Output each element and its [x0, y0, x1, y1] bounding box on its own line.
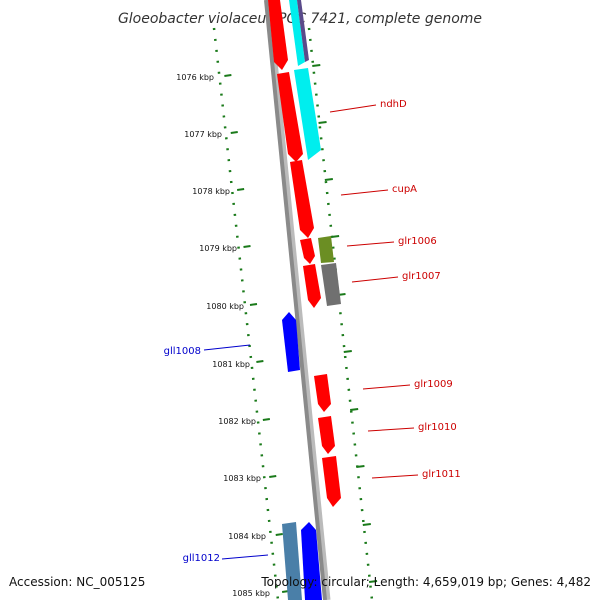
outer-major-tick — [343, 350, 352, 353]
gene-label-glr1010[interactable]: glr1010 — [418, 422, 457, 433]
kbp-label: 1080 kbp — [206, 302, 244, 311]
inner-major-tick — [243, 245, 251, 248]
leader-line — [346, 241, 395, 247]
gene-arrow-olive[interactable] — [318, 236, 334, 263]
gene-arrow-cyan[interactable] — [289, 0, 305, 66]
gene-arrow-red[interactable] — [290, 160, 314, 238]
gene-label-gll1012[interactable]: gll1012 — [183, 553, 220, 564]
gene-arrow-red[interactable] — [303, 264, 321, 308]
gene-arrow-cyan[interactable] — [294, 68, 321, 160]
outer-tick-ring — [307, 27, 374, 600]
topology-text: Topology: circular; Length: 4,659,019 bp… — [260, 575, 591, 589]
inner-tick-ring — [212, 27, 280, 600]
gene-arrow-gray[interactable] — [321, 263, 341, 306]
inner-major-tick — [256, 360, 264, 363]
inner-major-tick — [230, 131, 238, 134]
inner-dotted-track — [212, 27, 280, 600]
inner-major-tick — [269, 475, 277, 478]
leader-line — [351, 276, 399, 283]
gene-arrow-red[interactable] — [300, 238, 315, 264]
gene-label-glr1006[interactable]: glr1006 — [398, 236, 437, 247]
kbp-label: 1077 kbp — [184, 130, 222, 139]
gene-labels: ndhD cupA glr1006 glr1007 gll1008 glr100… — [164, 99, 461, 564]
kbp-label: 1079 kbp — [199, 244, 237, 253]
gene-label-cupA[interactable]: cupA — [392, 184, 417, 195]
leader-line — [367, 427, 415, 432]
leader-line — [362, 384, 411, 390]
gene-arrow-red[interactable] — [314, 374, 331, 412]
gene-arrow-purple[interactable] — [297, 0, 309, 62]
kbp-label: 1083 kbp — [223, 474, 261, 483]
gene-arrow-red[interactable] — [268, 0, 288, 70]
gene-arrow-red[interactable] — [318, 416, 335, 454]
outer-major-tick — [312, 64, 321, 67]
backbone-line — [264, 0, 327, 600]
outer-major-tick — [330, 235, 340, 238]
gene-label-glr1009[interactable]: glr1009 — [414, 379, 453, 390]
forward-genes — [268, 0, 341, 507]
outer-major-tick — [356, 465, 365, 468]
outer-major-tick — [318, 121, 327, 124]
outer-dotted-track — [307, 27, 374, 600]
backbone — [264, 0, 331, 600]
inner-major-tick — [262, 418, 271, 421]
gene-arrow-blue[interactable] — [282, 312, 300, 372]
gene-arrow-red[interactable] — [277, 72, 303, 162]
inner-major-tick — [249, 303, 258, 306]
outer-major-tick — [362, 523, 371, 526]
leader-line — [221, 554, 269, 560]
gene-arrow-red[interactable] — [322, 456, 341, 507]
gene-label-ndhD[interactable]: ndhD — [380, 99, 407, 110]
accession-text: Accession: NC_005125 — [9, 575, 145, 589]
outer-major-tick — [324, 178, 333, 181]
reverse-genes — [282, 312, 322, 600]
leader-line — [340, 189, 389, 196]
kbp-label: 1076 kbp — [176, 73, 214, 82]
kbp-label: 1085 kbp — [232, 589, 270, 598]
kbp-label: 1084 kbp — [228, 532, 266, 541]
outer-major-tick — [350, 408, 359, 411]
gene-label-gll1008[interactable]: gll1008 — [164, 346, 201, 357]
leader-line — [329, 104, 377, 113]
kbp-label: 1078 kbp — [192, 187, 230, 196]
gene-arrow-steel[interactable] — [282, 522, 302, 600]
kbp-labels: 1076 kbp 1077 kbp 1078 kbp 1079 kbp 1080… — [176, 73, 270, 598]
inner-major-tick — [224, 74, 232, 77]
leader-line — [371, 474, 419, 479]
outer-major-tick — [368, 580, 378, 583]
kbp-label: 1081 kbp — [212, 360, 250, 369]
kbp-label: 1082 kbp — [218, 417, 256, 426]
inner-major-tick — [275, 533, 283, 536]
leader-line — [203, 344, 251, 351]
gene-label-glr1007[interactable]: glr1007 — [402, 271, 441, 282]
gene-label-glr1011[interactable]: glr1011 — [422, 469, 461, 480]
footer: Accession: NC_005125 Topology: circular;… — [9, 575, 591, 589]
gene-arrow-blue[interactable] — [301, 522, 322, 600]
inner-major-tick — [236, 188, 245, 191]
leader-lines — [203, 104, 419, 560]
